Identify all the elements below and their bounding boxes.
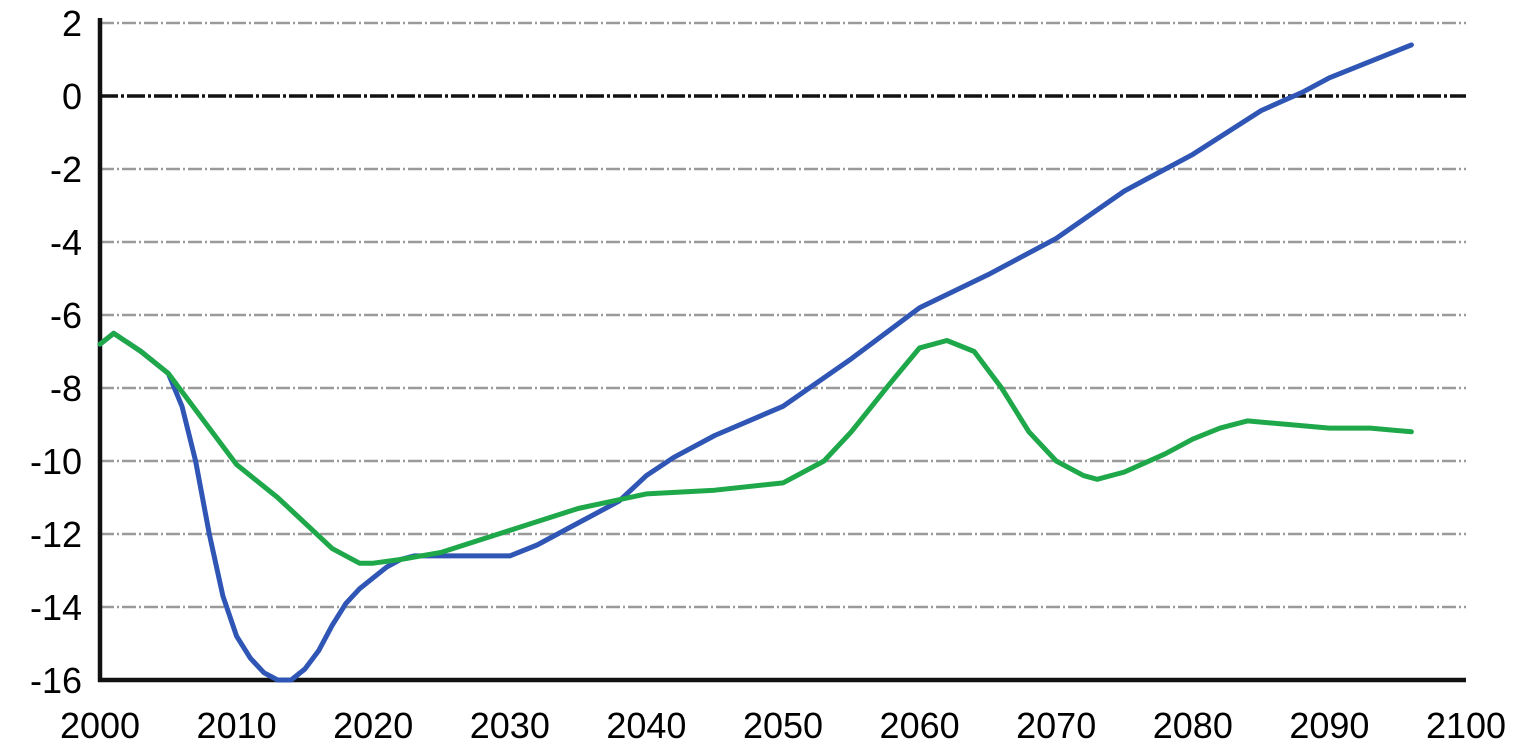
x-tick-label: 2080: [1153, 705, 1233, 746]
series-line-1: [97, 42, 1414, 683]
y-tick-label: 2: [62, 3, 82, 44]
y-tick-label: -14: [30, 587, 82, 628]
y-tick-label: -10: [30, 441, 82, 482]
x-tick-label: 2090: [1289, 705, 1369, 746]
series-lines: [97, 42, 1414, 683]
x-tick-label: 2060: [880, 705, 960, 746]
x-tick-label: 2040: [606, 705, 686, 746]
x-tick-label: 2010: [197, 705, 277, 746]
y-tick-label: 0: [62, 76, 82, 117]
x-tick-label: 2100: [1426, 705, 1506, 746]
x-tick-label: 2020: [333, 705, 413, 746]
series-line-2: [97, 330, 1414, 566]
axes: [97, 18, 1466, 683]
x-tick-label: 2030: [470, 705, 550, 746]
x-tick-label: 2070: [1016, 705, 1096, 746]
y-tick-label: -2: [50, 149, 82, 190]
gridlines: [100, 21, 1466, 609]
x-tick-label: 2000: [60, 705, 140, 746]
y-tick-label: -16: [30, 660, 82, 701]
y-tick-label: -6: [50, 295, 82, 336]
y-tick-label: -12: [30, 514, 82, 555]
y-tick-label: -8: [50, 368, 82, 409]
x-tick-label: 2050: [743, 705, 823, 746]
y-tick-label: -4: [50, 222, 82, 263]
